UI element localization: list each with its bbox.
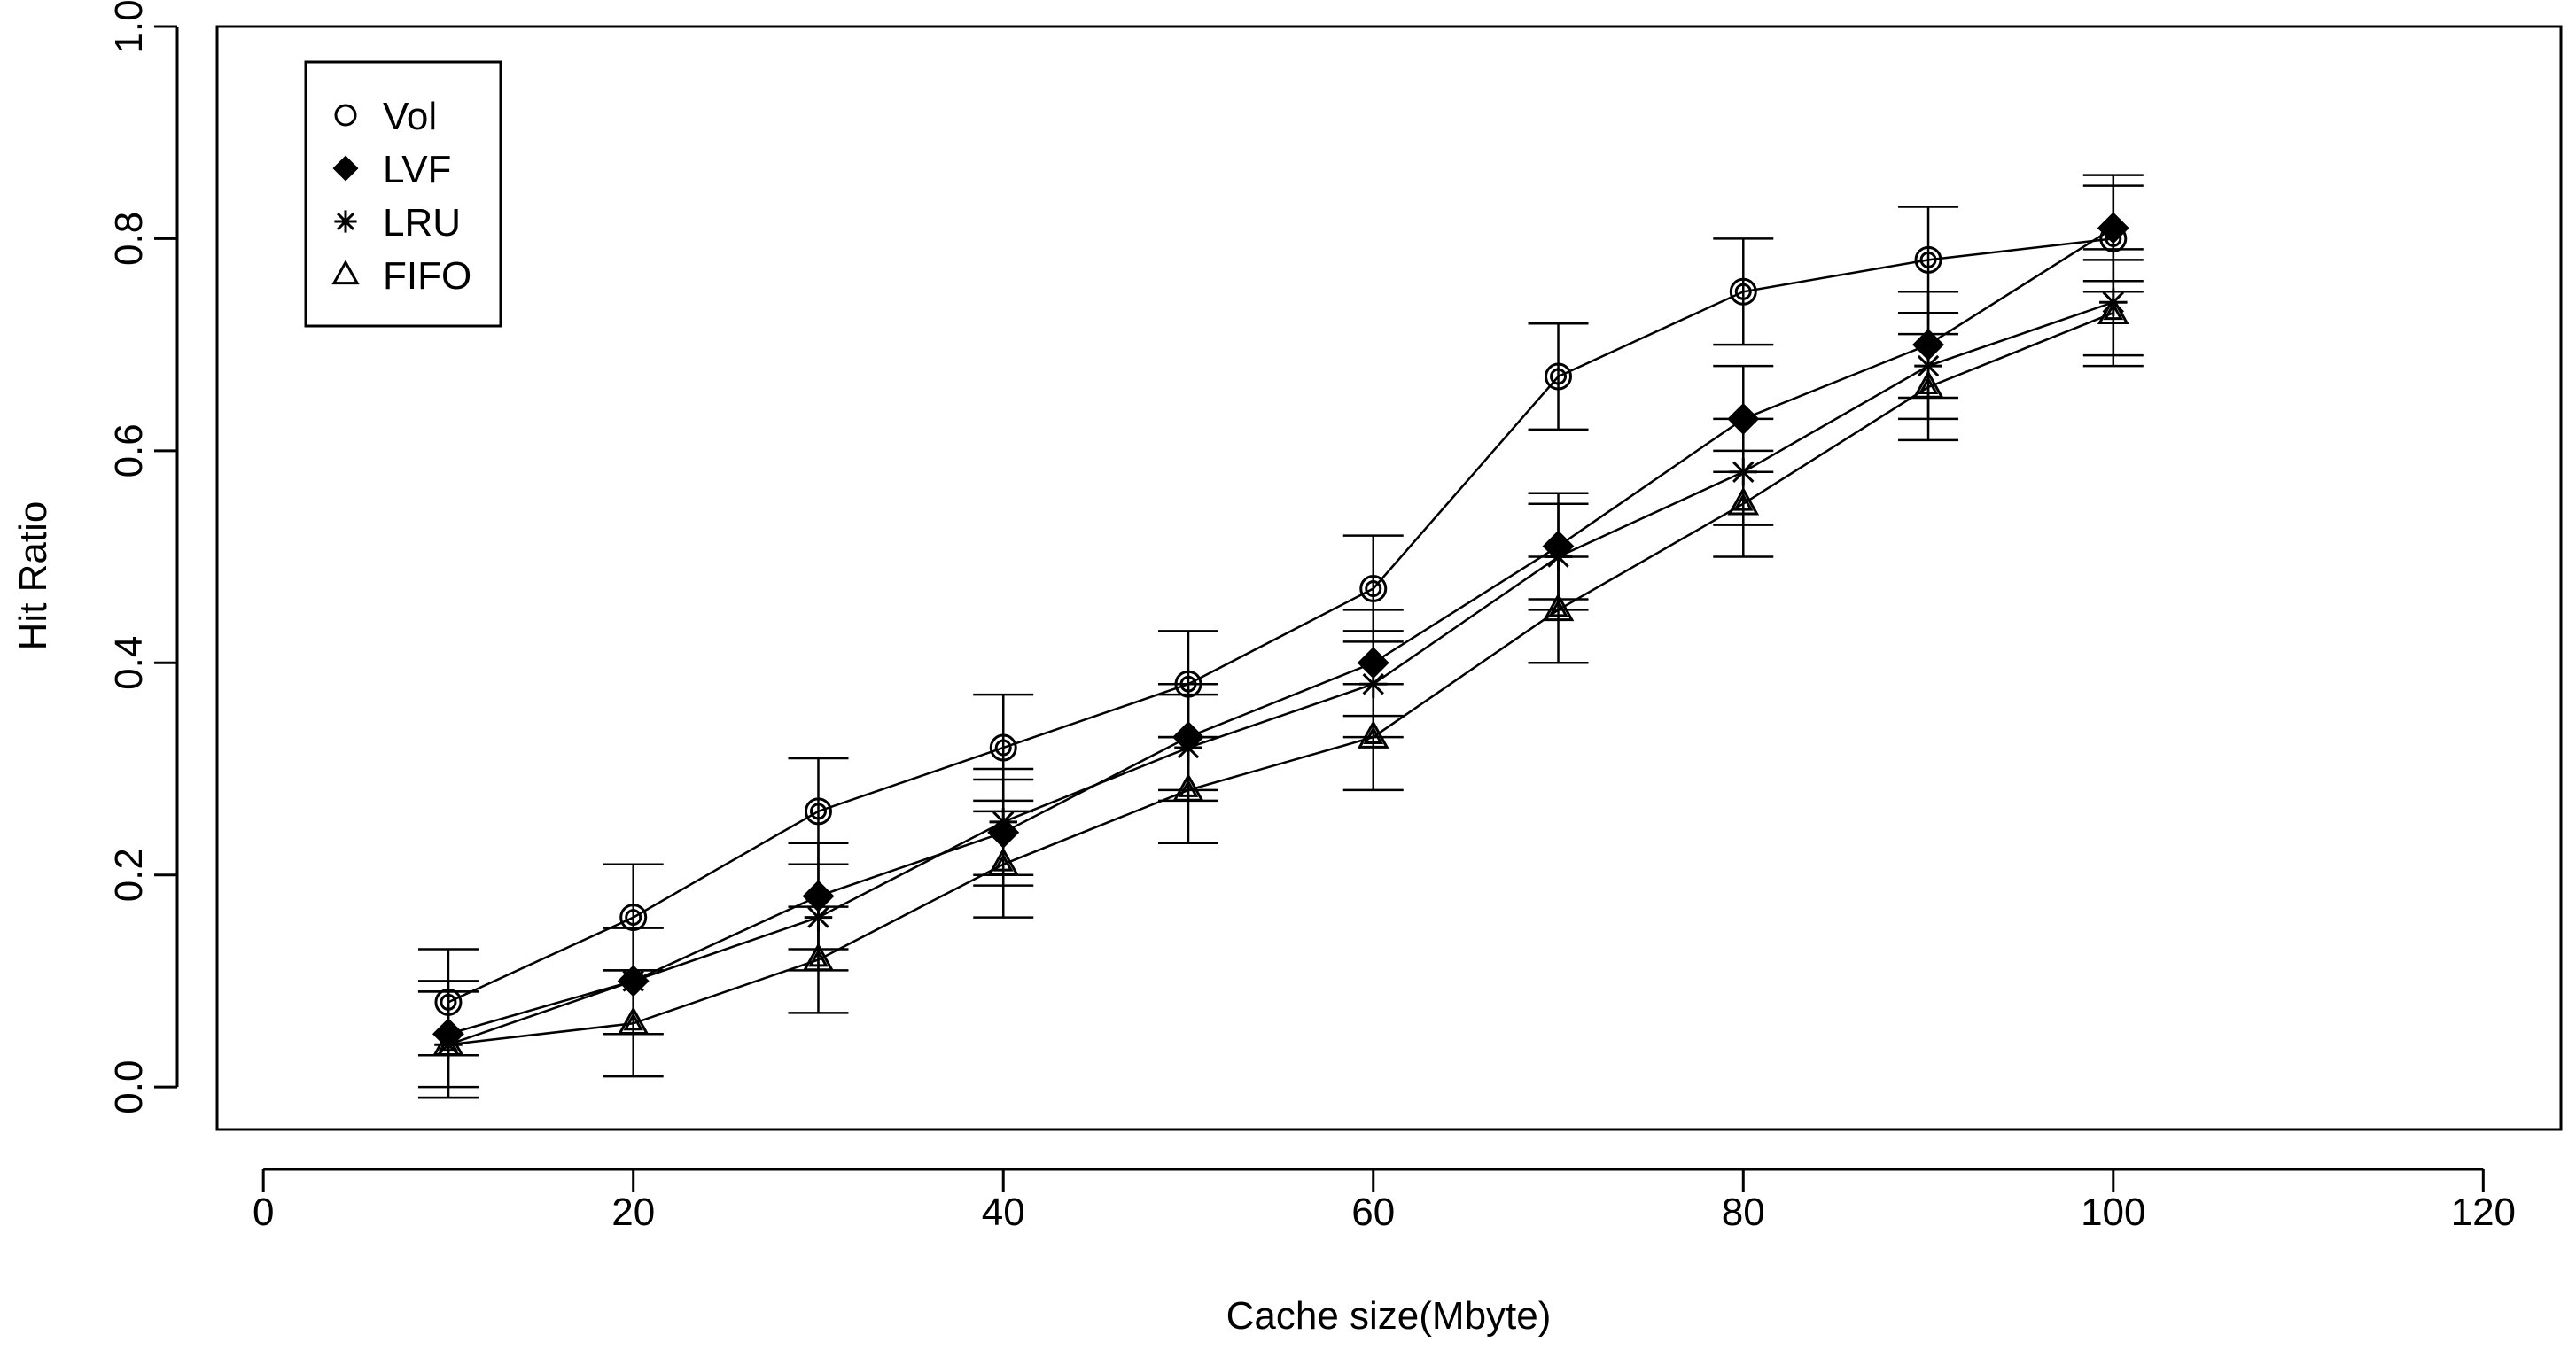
y-axis: 0.0 0.2 0.4 0.6 0.8 1.0 [107,0,179,1114]
legend-label-lvf: LVF [383,148,451,191]
error-bar-fifo [1528,555,1589,664]
data-point-vol [989,733,1017,762]
legend-label-fifo: FIFO [383,254,471,298]
data-point-fifo-inner [1732,493,1754,511]
data-point-fifo [1542,593,1575,622]
data-point-fifo-inner [438,1033,459,1052]
error-bar-fifo [973,810,1034,919]
y-tick-label: 1.0 [107,0,151,54]
data-point-vol-inner [1550,368,1568,385]
data-point-fifo [432,1028,464,1057]
legend-marker-vol [334,104,357,127]
error-bar-fifo [1898,332,1959,442]
x-axis: 0 20 40 60 80 100 120 [253,1168,2516,1234]
data-point-vol [1914,245,1942,274]
data-point-vol [1359,574,1388,602]
series-fifo [417,259,2144,1099]
x-tick-label: 120 [2451,1191,2516,1234]
data-point-fifo-inner [1363,726,1384,745]
error-bar-fifo [1342,682,1404,792]
series-line-fifo [447,312,2114,1046]
legend-label-vol: Vol [383,95,437,138]
error-bar-vol [1713,237,1774,346]
error-bar-fifo [2082,259,2144,368]
error-bar-fifo [417,990,479,1099]
data-point-vol-inner [994,739,1012,757]
x-tick-label: 40 [982,1191,1025,1234]
x-tick-label: 60 [1351,1191,1395,1234]
data-point-fifo-inner [992,853,1014,872]
legend-marker-lvf [332,155,359,182]
series-layer [417,174,2144,1099]
data-point-fifo [2097,296,2129,324]
data-point-vol-inner [1734,283,1752,300]
legend-marker-lru [334,210,357,233]
data-point-fifo [617,1006,650,1036]
data-point-fifo-inner [1548,599,1568,617]
data-point-vol [1729,277,1757,306]
data-point-fifo-inner [623,1013,644,1031]
y-tick-label: 0.4 [107,636,151,690]
data-point-lvf [2097,212,2129,244]
error-bar-fifo [1713,449,1774,558]
data-point-fifo [1357,719,1389,749]
y-tick-label: 0.8 [107,212,151,266]
data-point-vol-inner [809,803,827,820]
data-point-fifo [802,943,835,972]
x-axis-label: Cache size(Mbyte) [1226,1294,1552,1338]
series-line-vol [447,237,2113,1004]
x-tick-label: 80 [1722,1191,1765,1234]
x-tick-label: 20 [611,1191,655,1234]
y-tick-label: 0.0 [107,1060,151,1114]
data-point-vol [1545,362,1573,391]
legend-marker-fifo [331,260,360,285]
data-point-fifo-inner [1178,779,1199,797]
y-tick-label: 0.6 [107,423,151,477]
data-point-fifo-inner [808,949,829,967]
error-bar-fifo [603,969,664,1078]
y-tick-label: 0.2 [107,848,151,902]
series-line-lvf [447,227,2114,1036]
error-bar-vol [1528,322,1589,431]
data-point-vol [804,797,832,826]
x-tick-label: 0 [253,1191,274,1234]
error-bar-fifo [788,905,849,1014]
data-point-fifo [1727,486,1760,516]
error-bar-fifo [1157,735,1218,845]
data-point-vol-inner [1365,579,1382,597]
y-axis-label: Hit Ratio [12,501,55,651]
data-point-fifo-inner [2103,301,2124,321]
data-point-vol-inner [1919,251,1937,268]
legend: Vol LVF LRU FIFO [304,60,502,328]
data-point-fifo-inner [1918,376,1939,394]
data-point-fifo [987,847,1020,876]
legend-label-lru: LRU [383,201,461,244]
data-point-fifo [1912,369,1944,399]
plot-frame [215,25,2563,1131]
x-tick-label: 100 [2081,1191,2145,1234]
series-line-lru [447,301,2114,1046]
data-point-vol-inner [625,909,642,927]
data-point-fifo [1172,772,1204,802]
